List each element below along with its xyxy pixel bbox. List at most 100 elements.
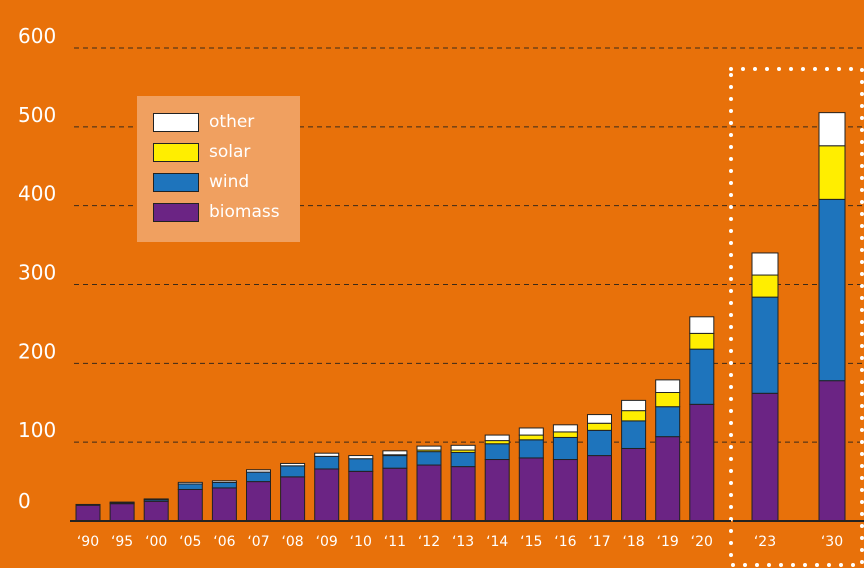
bar-segment-other — [518, 427, 544, 436]
bar-segment-wind — [382, 455, 408, 469]
x-tick-label: ‘05 — [179, 534, 201, 550]
bar-segment-wind — [246, 471, 271, 483]
bar-segment-other — [177, 481, 203, 485]
x-tick-label: ‘19 — [657, 534, 679, 550]
x-tick-label: ‘06 — [213, 534, 235, 550]
x-tick-label: ‘20 — [691, 534, 713, 550]
legend-label-solar: solar — [209, 142, 251, 162]
x-tick-label: ‘15 — [520, 534, 542, 550]
bar-segment-biomass — [314, 468, 340, 522]
bar-segment-wind — [177, 483, 203, 490]
bar-segment-biomass — [751, 392, 779, 522]
bar-segment-other — [348, 455, 374, 460]
bar-segment-wind — [450, 451, 476, 468]
bar-segment-wind — [280, 465, 306, 478]
bar-segment-wind — [211, 481, 237, 489]
bar-segment-solar — [751, 274, 779, 298]
x-tick-label: ‘16 — [554, 534, 576, 550]
bar-segment-biomass — [177, 488, 203, 522]
bar-segment-biomass — [655, 436, 681, 522]
bar-segment-wind — [518, 439, 544, 459]
x-tick-label: ‘18 — [622, 534, 644, 550]
bar-segment-other — [211, 480, 237, 483]
bar-segment-other — [621, 399, 647, 412]
bar-segment-wind — [552, 436, 578, 461]
bar-segment-solar — [518, 434, 544, 441]
bar-segment-solar — [655, 392, 681, 408]
y-tick-label: 0 — [18, 489, 31, 513]
legend-swatch-other — [153, 113, 199, 132]
bar-segment-wind — [655, 406, 681, 438]
bar-segment-wind — [689, 348, 715, 405]
x-tick-label: ‘14 — [486, 534, 508, 550]
x-tick-label: ‘07 — [247, 534, 269, 550]
bar-segment-other — [689, 316, 715, 334]
bar-segment-wind — [484, 443, 510, 461]
x-tick-label: ‘10 — [350, 534, 372, 550]
bar-segment-biomass — [518, 457, 544, 522]
legend-swatch-solar — [153, 143, 199, 162]
y-tick-label: 100 — [18, 418, 56, 442]
bar-segment-wind — [751, 296, 779, 394]
bar-segment-other — [75, 503, 101, 506]
bar-segment-wind — [621, 420, 647, 449]
legend: other solar wind biomass — [137, 96, 300, 242]
bar-segment-biomass — [280, 476, 306, 522]
x-tick-label: ‘95 — [111, 534, 133, 550]
bar-segment-biomass — [689, 403, 715, 522]
bar-segment-other — [818, 112, 846, 147]
x-tick-label: ‘13 — [452, 534, 474, 550]
bar-segment-other — [143, 498, 169, 501]
bar-segment-wind — [314, 455, 340, 470]
x-tick-label: ‘00 — [145, 534, 167, 550]
bar-segment-biomass — [143, 500, 169, 522]
x-tick-label: ‘08 — [281, 534, 303, 550]
y-axis-tick-labels: 0 100 200 300 400 500 600 — [18, 24, 56, 513]
x-tick-label: ‘17 — [588, 534, 610, 550]
bar-segment-other — [450, 444, 476, 451]
bar-segment-solar — [818, 145, 846, 200]
legend-swatch-wind — [153, 173, 199, 192]
projection-highlight-frame — [729, 67, 864, 567]
bar-segment-wind — [416, 451, 442, 466]
bar-segment-biomass — [587, 455, 612, 522]
bar-segment-biomass — [818, 380, 846, 522]
bar-segment-other — [109, 501, 135, 504]
x-axis-tick-labels: ‘90 ‘95 ‘00 ‘05 ‘06 ‘07 ‘08 ‘09 ‘10 ‘11 ‘12 ‘13 ‘14 ‘… — [77, 534, 843, 550]
bar-segment-other — [484, 434, 510, 442]
bar-segment-other — [280, 462, 306, 467]
y-tick-label: 200 — [18, 339, 56, 363]
bar-segment-other — [416, 445, 442, 451]
bar-segment-solar — [587, 422, 612, 431]
bar-segment-other — [552, 424, 578, 433]
bar-segment-wind — [818, 198, 846, 382]
y-tick-label: 600 — [18, 24, 56, 48]
x-tick-label: ‘90 — [77, 534, 99, 550]
bar-segment-other — [246, 469, 271, 473]
x-tick-label: ‘11 — [384, 534, 406, 550]
bar-segment-biomass — [416, 464, 442, 522]
bar-segment-biomass — [382, 467, 408, 522]
x-tick-label: ‘23 — [754, 534, 776, 550]
y-tick-label: 300 — [18, 261, 56, 285]
legend-swatch-biomass — [153, 203, 199, 222]
bar-segment-other — [751, 252, 779, 276]
bar-segment-other — [314, 452, 340, 457]
x-tick-label: ‘30 — [821, 534, 843, 550]
bar-segment-wind — [587, 429, 612, 457]
bar-segment-biomass — [621, 447, 647, 522]
bar-segment-other — [655, 379, 681, 394]
bar-segment-other — [382, 450, 408, 456]
bar-segment-solar — [552, 431, 578, 438]
x-tick-label: ‘12 — [418, 534, 440, 550]
legend-label-biomass: biomass — [209, 202, 280, 222]
bar-segment-biomass — [348, 470, 374, 522]
bar-segment-biomass — [484, 459, 510, 522]
bar-segment-biomass — [109, 503, 135, 522]
y-tick-label: 500 — [18, 103, 56, 127]
bar-segment-biomass — [75, 504, 101, 522]
legend-label-other: other — [209, 112, 255, 132]
bar-segment-biomass — [211, 487, 237, 522]
bar-segment-solar — [621, 410, 647, 422]
bar-segment-biomass — [552, 459, 578, 522]
